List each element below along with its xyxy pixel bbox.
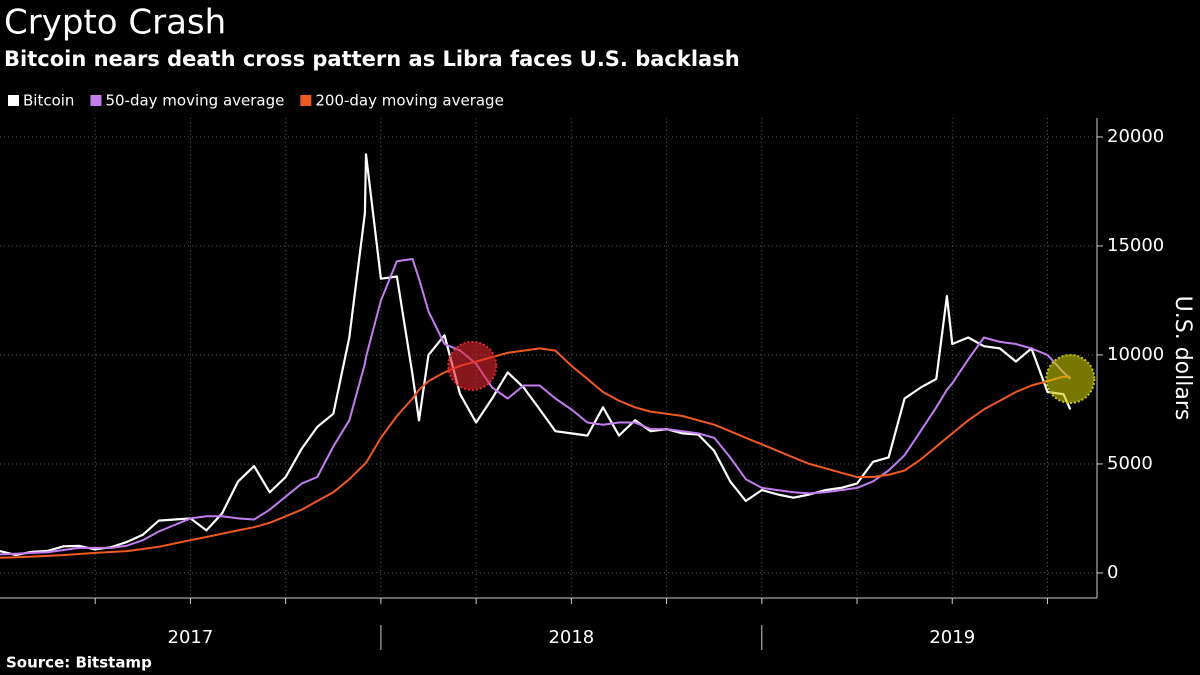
y-tick-label: 15000 <box>1107 235 1164 256</box>
legend-label: 50-day moving average <box>105 92 284 110</box>
highlight-circle <box>447 340 498 391</box>
chart-subtitle: Bitcoin nears death cross pattern as Lib… <box>4 47 740 71</box>
series-line <box>0 347 1071 559</box>
legend-swatch <box>300 95 312 106</box>
legend-label: 200-day moving average <box>315 92 503 110</box>
series-line <box>0 258 1071 556</box>
y-tick-label: 0 <box>1107 562 1118 583</box>
legend-swatch <box>90 95 102 106</box>
y-tick-label: 20000 <box>1107 126 1164 147</box>
source: Source: Bitstamp <box>6 654 152 672</box>
highlight-circle <box>1045 353 1096 404</box>
legend-label: Bitcoin <box>23 92 74 110</box>
x-tick-label: 2019 <box>929 627 975 648</box>
y-axis-label: U.S. dollars <box>1170 296 1195 421</box>
x-tick-label: 2018 <box>548 627 594 648</box>
x-tick-label: 2017 <box>168 627 214 648</box>
chart-title: Crypto Crash <box>4 3 226 43</box>
legend-swatch <box>8 95 19 106</box>
y-tick-label: 5000 <box>1107 453 1153 474</box>
y-tick-label: 10000 <box>1107 344 1164 365</box>
